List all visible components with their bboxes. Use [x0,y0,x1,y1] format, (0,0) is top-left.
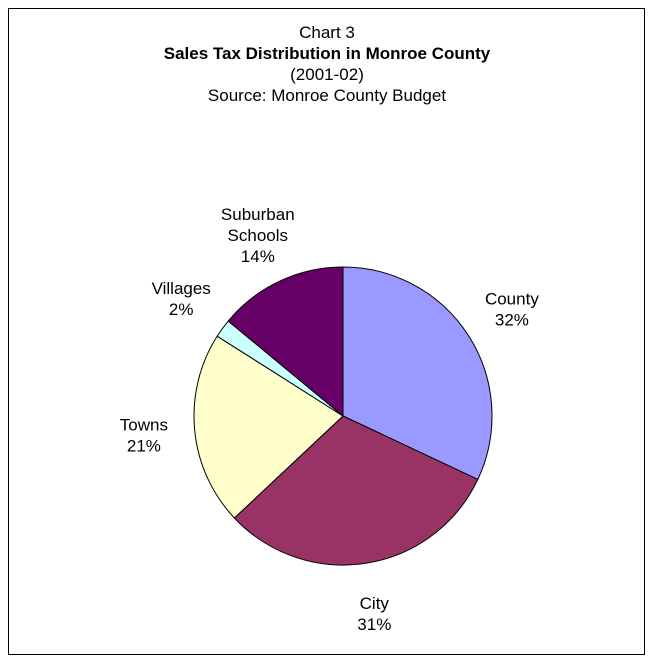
slice-name: Villages [152,279,211,298]
slice-percent: 31% [357,615,391,634]
slice-label: Towns 21% [120,415,168,455]
slice-name: County [485,289,539,308]
chart-title-block: Chart 3 Sales Tax Distribution in Monroe… [0,22,654,106]
chart-title: Sales Tax Distribution in Monroe County [163,44,491,63]
chart-number: Chart 3 [299,23,355,42]
pie-slice [233,415,479,566]
slice-label: County 32% [485,289,539,329]
slice-percent: 32% [495,310,529,329]
slice-name: Schools [228,226,288,245]
slice-name: Suburban [221,205,295,224]
slice-name: City [360,594,390,613]
pie-slice [193,335,344,519]
slice-label: Suburban Schools 14% [221,205,295,266]
chart-subtitle: (2001-02) [290,65,364,84]
slice-percent: 14% [241,247,275,266]
slice-percent: 2% [169,300,194,319]
slice-label: City 31% [357,594,391,634]
slice-label: Villages 2% [152,279,211,319]
pie-slice [342,266,493,481]
chart-source: Source: Monroe County Budget [207,86,447,105]
slice-name: Towns [120,415,168,434]
slice-percent: 21% [127,436,161,455]
pie-slice [227,266,344,418]
